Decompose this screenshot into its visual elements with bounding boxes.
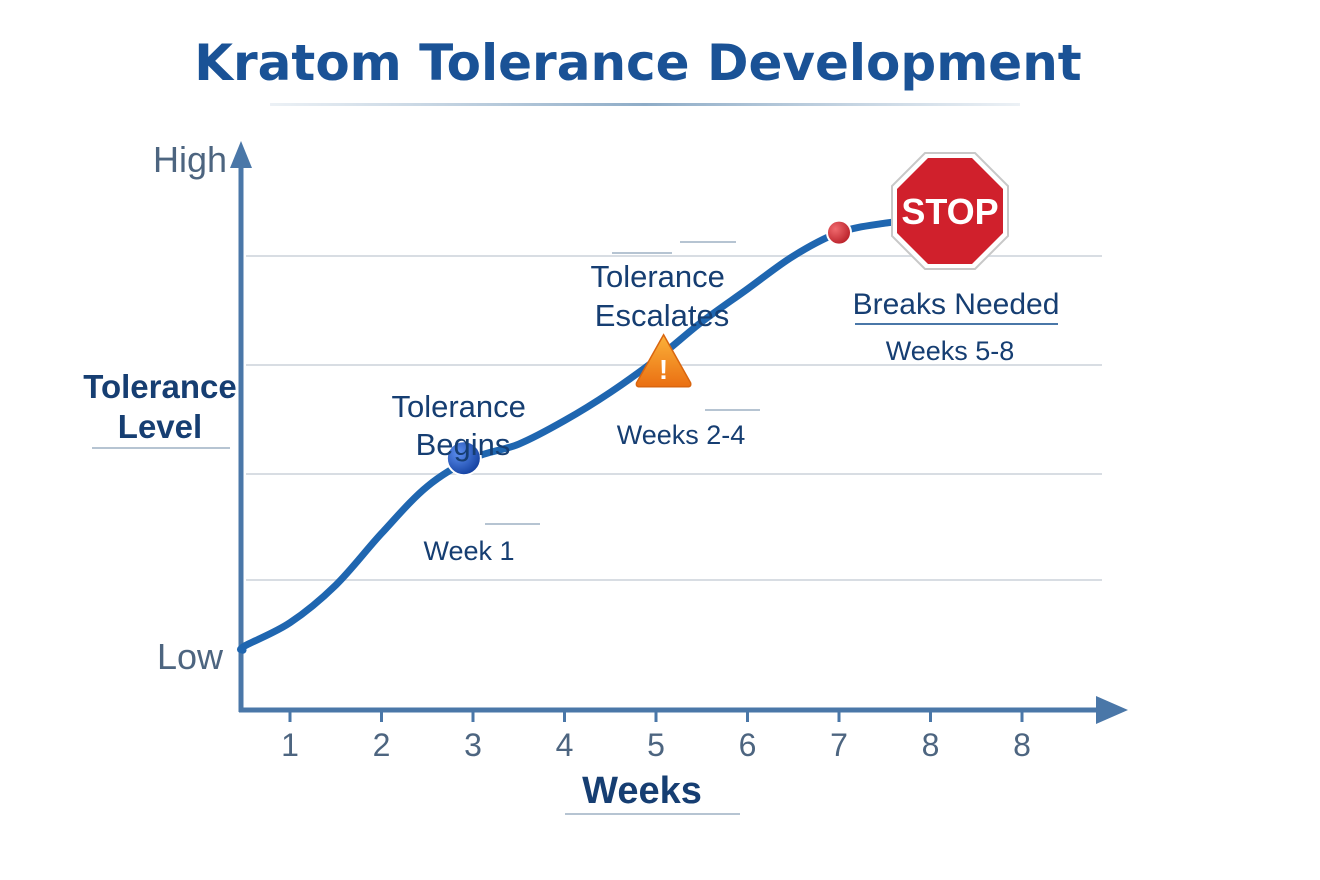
annotation-title: Tolerance Begins <box>391 389 534 462</box>
series-line <box>236 215 934 654</box>
y-axis-arrow <box>230 141 252 168</box>
x-tick-label: 7 <box>830 727 848 763</box>
svg-text:!: ! <box>659 354 668 385</box>
annotation-period: Week 1 <box>423 536 514 566</box>
annotation-period: Weeks 5-8 <box>886 336 1015 366</box>
marker-tolerance-begins <box>445 440 482 477</box>
x-tick-label: 1 <box>281 727 299 763</box>
y-axis-title: Tolerance Level <box>83 368 236 445</box>
x-ticks: 1 2 3 4 5 6 7 8 8 <box>281 712 1031 763</box>
annotation-title: Breaks Needed <box>853 288 1060 321</box>
warning-icon: ! <box>635 333 692 388</box>
x-tick-label: 6 <box>739 727 757 763</box>
y-low-label: Low <box>157 636 224 677</box>
stop-sign-text: STOP <box>901 191 998 232</box>
stop-sign: STOP <box>891 152 1009 270</box>
x-tick-label: 2 <box>373 727 391 763</box>
y-high-label: High <box>153 139 227 180</box>
markers: ! <box>445 219 852 477</box>
annotation-tolerance-begins: Tolerance Begins Week 1 <box>391 389 534 566</box>
marker-breaks-needed <box>826 219 852 246</box>
annotation-period: Weeks 2-4 <box>617 420 746 450</box>
chart-title: Kratom Tolerance Development <box>194 34 1081 92</box>
title-underline <box>270 103 1020 106</box>
x-axis-title: Weeks <box>582 770 702 812</box>
x-tick-label: 8 <box>1013 727 1031 763</box>
x-tick-label: 3 <box>464 727 482 763</box>
annotation-tolerance-escalates: Tolerance Escalates Weeks 2-4 <box>590 241 760 450</box>
x-axis-arrow <box>1096 696 1128 724</box>
x-tick-label: 8 <box>922 727 940 763</box>
annotation-title: Tolerance Escalates <box>590 259 733 333</box>
annotation-breaks-needed: Breaks Needed Weeks 5-8 <box>853 288 1060 366</box>
x-tick-label: 4 <box>556 727 574 763</box>
x-tick-label: 5 <box>647 727 665 763</box>
